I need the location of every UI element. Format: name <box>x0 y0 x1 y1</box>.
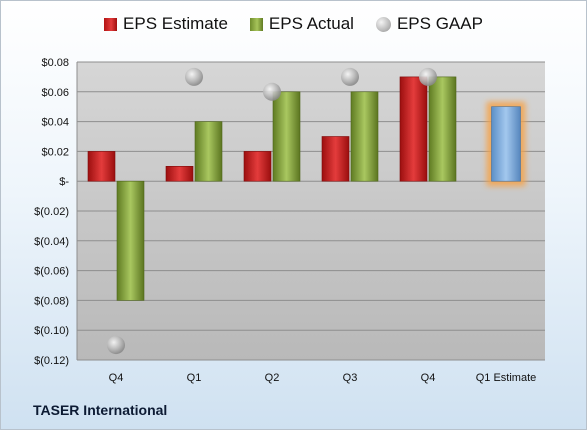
bars <box>87 76 526 301</box>
eps-estimate-bar <box>87 151 116 182</box>
legend-item-eps-gaap: EPS GAAP <box>375 14 483 34</box>
y-tick-label: $0.02 <box>41 146 69 158</box>
eps-actual-bar <box>350 91 379 182</box>
eps-actual-bar <box>428 76 457 182</box>
eps-gaap-marker <box>185 67 203 86</box>
y-tick-label: $(0.12) <box>34 355 69 367</box>
y-tick-label: $0.08 <box>41 57 69 69</box>
y-tick-label: $- <box>59 176 69 188</box>
x-tick-label: Q1 Estimate <box>476 372 537 384</box>
legend-label-estimate: EPS Estimate <box>123 14 228 33</box>
x-tick-label: Q1 <box>187 372 202 384</box>
eps-actual-bar <box>272 91 301 182</box>
legend-item-eps-actual: EPS Actual <box>249 14 354 34</box>
eps-gaap-marker <box>107 336 125 355</box>
legend-item-eps-estimate: EPS Estimate <box>104 14 228 34</box>
legend-label-gaap: EPS GAAP <box>396 14 483 33</box>
legend-swatch-estimate <box>104 17 118 31</box>
y-tick-label: $(0.10) <box>34 325 69 337</box>
eps-gaap-marker <box>341 67 359 86</box>
eps-estimate-bar <box>321 136 350 182</box>
legend: EPS Estimate EPS Actual EPS GAAP <box>0 14 587 34</box>
y-tick-label: $0.06 <box>41 87 69 99</box>
eps-estimate-bar <box>243 151 272 182</box>
eps-gaap-marker <box>419 67 437 86</box>
y-tick-label: $0.04 <box>41 117 69 129</box>
gaap-markers <box>107 67 437 355</box>
eps-gaap-marker <box>263 82 281 101</box>
x-axis-ticks: Q4 Q1 Q2 Q3 Q4 Q1 Estimate <box>109 372 537 384</box>
eps-actual-bar <box>116 180 145 301</box>
y-tick-label: $(0.08) <box>34 295 69 307</box>
eps-estimate-bar <box>399 76 428 182</box>
y-tick-label: $(0.04) <box>34 236 69 248</box>
x-tick-label: Q3 <box>343 372 358 384</box>
company-name: TASER International <box>33 402 168 418</box>
legend-swatch-actual <box>249 17 263 31</box>
legend-swatch-gaap <box>375 16 391 32</box>
y-tick-label: $(0.06) <box>34 266 69 278</box>
legend-label-actual: EPS Actual <box>268 14 354 33</box>
x-tick-label: Q2 <box>265 372 280 384</box>
forecast-bar <box>491 106 521 182</box>
gridlines <box>76 61 545 361</box>
eps-estimate-bar <box>165 166 194 182</box>
y-tick-label: $(0.02) <box>34 206 69 218</box>
eps-actual-bar <box>194 121 223 182</box>
x-tick-label: Q4 <box>109 372 124 384</box>
x-tick-label: Q4 <box>421 372 436 384</box>
y-axis-ticks: $0.08 $0.06 $0.04 $0.02 $- $(0.02) $(0.04) $(0.… <box>34 57 69 367</box>
